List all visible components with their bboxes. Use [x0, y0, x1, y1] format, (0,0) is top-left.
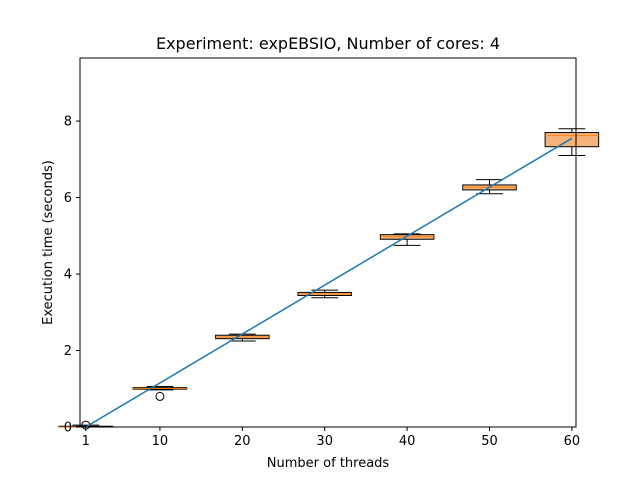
- y-tick-label: 4: [64, 268, 72, 283]
- plot-frame: [79, 57, 577, 428]
- x-tick-label: 20: [234, 434, 251, 449]
- box-20: [215, 333, 270, 342]
- box-10: [132, 385, 188, 401]
- flier-point: [155, 391, 165, 401]
- x-tick-label: 10: [152, 434, 169, 449]
- x-tick-label: 1: [82, 434, 90, 449]
- y-tick-label: 2: [64, 344, 72, 359]
- trend-line: [85, 137, 573, 428]
- plot-area: [80, 58, 576, 427]
- x-tick-label: 60: [564, 434, 581, 449]
- chart-title: Experiment: expEBSIO, Number of cores: 4: [156, 34, 500, 53]
- x-tick-label: 40: [399, 434, 416, 449]
- y-tick-label: 8: [64, 115, 72, 130]
- y-tick-label: 6: [64, 191, 72, 206]
- box-60: [544, 128, 600, 157]
- x-axis-label: Number of threads: [267, 456, 390, 471]
- x-tick-label: 30: [316, 434, 333, 449]
- x-tick-label: 50: [481, 434, 498, 449]
- axes-layer: 1 10 20 30 40 50 60 0 2 4 6 8: [64, 115, 580, 449]
- y-axis-label: Execution time (seconds): [41, 160, 56, 325]
- box-body: [544, 132, 600, 148]
- y-tick-label: 0: [64, 421, 72, 436]
